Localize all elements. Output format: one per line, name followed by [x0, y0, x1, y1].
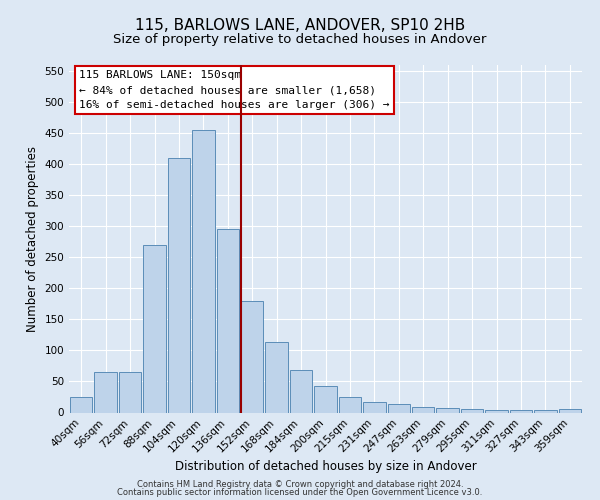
X-axis label: Distribution of detached houses by size in Andover: Distribution of detached houses by size … — [175, 460, 476, 473]
Bar — [94, 372, 117, 412]
Bar — [338, 397, 361, 412]
Bar — [241, 301, 263, 412]
Bar — [388, 404, 410, 412]
Bar — [167, 158, 190, 412]
Bar — [509, 410, 532, 412]
Bar — [290, 370, 313, 412]
Bar — [559, 410, 581, 412]
Text: Contains public sector information licensed under the Open Government Licence v3: Contains public sector information licen… — [118, 488, 482, 497]
Bar — [461, 410, 484, 412]
Bar — [119, 372, 142, 412]
Bar — [192, 130, 215, 412]
Text: Contains HM Land Registry data © Crown copyright and database right 2024.: Contains HM Land Registry data © Crown c… — [137, 480, 463, 489]
Text: 115 BARLOWS LANE: 150sqm
← 84% of detached houses are smaller (1,658)
16% of sem: 115 BARLOWS LANE: 150sqm ← 84% of detach… — [79, 70, 390, 110]
Y-axis label: Number of detached properties: Number of detached properties — [26, 146, 39, 332]
Text: Size of property relative to detached houses in Andover: Size of property relative to detached ho… — [113, 32, 487, 46]
Bar — [143, 245, 166, 412]
Bar — [412, 407, 434, 412]
Bar — [314, 386, 337, 412]
Bar — [485, 410, 508, 412]
Bar — [265, 342, 288, 412]
Bar — [363, 402, 386, 412]
Bar — [436, 408, 459, 412]
Bar — [534, 410, 557, 412]
Bar — [217, 230, 239, 412]
Text: 115, BARLOWS LANE, ANDOVER, SP10 2HB: 115, BARLOWS LANE, ANDOVER, SP10 2HB — [135, 18, 465, 32]
Bar — [70, 397, 92, 412]
